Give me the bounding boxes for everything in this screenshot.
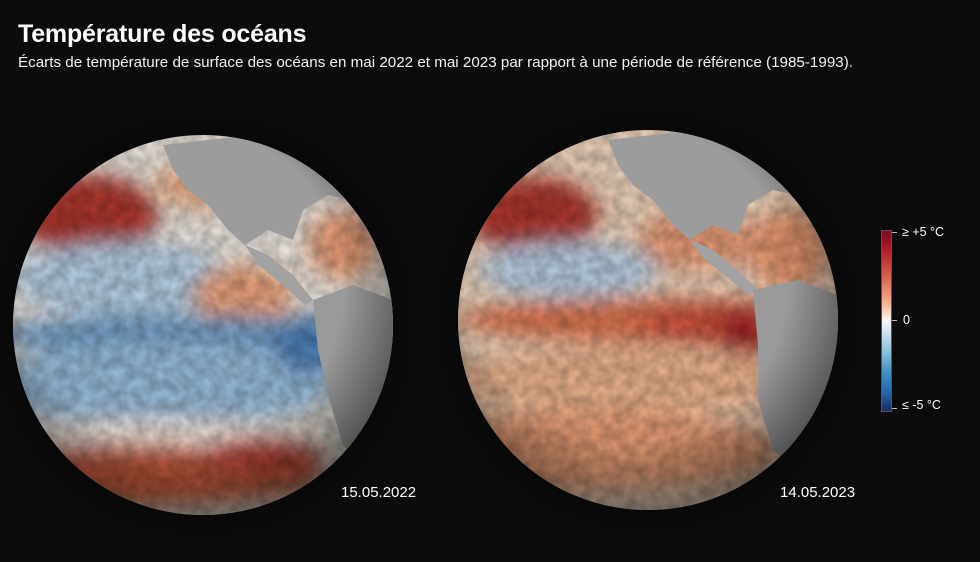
scale-tick-max xyxy=(892,232,897,233)
scale-tick-min xyxy=(892,408,897,409)
temperature-color-scale xyxy=(881,230,892,412)
page-title: Température des océans xyxy=(18,20,307,48)
globe-2022 xyxy=(13,135,393,515)
date-label-2023: 14.05.2023 xyxy=(780,484,856,501)
scale-label-zero: 0 xyxy=(903,313,910,327)
scale-tick-mid xyxy=(892,320,897,321)
scale-label-max: ≥ +5 °C xyxy=(902,225,945,239)
date-label-2022: 15.05.2022 xyxy=(341,484,417,501)
scale-label-min: ≤ -5 °C xyxy=(902,398,941,412)
globe-2023 xyxy=(458,130,838,510)
page-subtitle: Écarts de température de surface des océ… xyxy=(18,54,853,71)
